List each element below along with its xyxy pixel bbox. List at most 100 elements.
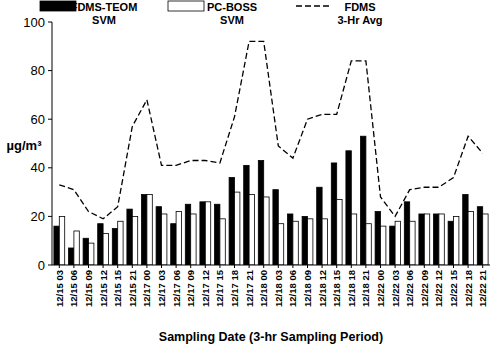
y-tick-label: 60	[31, 112, 45, 127]
x-tick-label: 12/15 21	[127, 269, 138, 307]
x-tick-label: 12/17 09	[185, 270, 196, 307]
x-tick	[438, 265, 439, 268]
x-tick-label: 12/22 15	[448, 269, 459, 307]
x-tick	[278, 265, 279, 268]
bar	[244, 165, 249, 265]
y-tick	[48, 265, 52, 266]
bar	[483, 214, 488, 265]
y-tick	[48, 119, 52, 120]
x-tick-label: 12/17 12	[200, 270, 211, 307]
x-tick	[380, 265, 381, 268]
bar	[235, 192, 240, 265]
bar	[185, 204, 190, 265]
bar	[147, 195, 152, 265]
x-tick	[59, 265, 60, 268]
x-tick	[351, 265, 352, 268]
x-tick	[395, 265, 396, 268]
x-tick-label: 12/22 12	[433, 270, 444, 307]
bar	[468, 212, 473, 265]
y-tick-label: 100	[23, 15, 45, 30]
x-tick	[263, 265, 264, 268]
bar	[351, 214, 356, 265]
bar	[419, 214, 424, 265]
bar	[293, 221, 298, 265]
x-tick-label: 12/17 21	[244, 269, 255, 307]
x-tick-label: 12/22 09	[419, 270, 430, 307]
bar	[69, 248, 74, 265]
x-tick-label: 12/18 15	[331, 269, 342, 307]
bar	[439, 214, 444, 265]
bar	[454, 216, 459, 265]
bar	[404, 202, 409, 265]
bar	[83, 238, 88, 265]
bar	[331, 163, 336, 265]
x-tick-label: 12/18 03	[273, 270, 284, 307]
x-tick-label: 12/17 03	[156, 270, 167, 307]
bar	[477, 207, 482, 265]
x-tick-label: 12/18 00	[258, 270, 269, 307]
bar	[118, 221, 123, 265]
y-tick	[48, 70, 52, 71]
bar	[229, 178, 234, 265]
x-tick	[73, 265, 74, 268]
bar	[410, 221, 415, 265]
line	[59, 41, 482, 218]
x-tick	[161, 265, 162, 268]
y-tick	[48, 167, 52, 168]
bar	[127, 209, 132, 265]
x-tick	[336, 265, 337, 268]
bar	[395, 221, 400, 265]
x-tick-label: 12/17 06	[171, 270, 182, 307]
x-tick	[117, 265, 118, 268]
bar	[288, 214, 293, 265]
x-tick	[103, 265, 104, 268]
x-tick	[424, 265, 425, 268]
bar	[308, 219, 313, 265]
x-axis-label: Sampling Date (3-hr Sampling Period)	[159, 330, 383, 344]
x-tick-label: 12/18 18	[346, 270, 357, 307]
bar	[278, 224, 283, 265]
x-tick	[292, 265, 293, 268]
bar	[302, 216, 307, 265]
legend-swatch	[296, 5, 332, 6]
x-tick	[176, 265, 177, 268]
bar	[176, 212, 181, 265]
bar	[346, 151, 351, 265]
x-tick	[322, 265, 323, 268]
legend-label: FDMS-TEOMSVM	[71, 1, 138, 26]
bar	[220, 219, 225, 265]
x-tick-label: 12/22 03	[390, 270, 401, 307]
x-tick-label: 12/22 21	[477, 269, 488, 307]
x-tick-label: 12/17 15	[214, 269, 225, 307]
x-tick-label: 12/18 12	[317, 270, 328, 307]
x-tick	[234, 265, 235, 268]
bar	[273, 190, 278, 265]
bar	[156, 207, 161, 265]
bar	[366, 224, 371, 265]
legend-entry: PC-BOSSSVM	[168, 1, 257, 26]
x-tick-label: 12/15 15	[112, 269, 123, 307]
x-tick-label: 12/18 06	[287, 270, 298, 307]
x-tick	[468, 265, 469, 268]
x-tick-label: 12/17 00	[141, 270, 152, 307]
y-tick-label: 40	[31, 160, 45, 175]
bar	[191, 214, 196, 265]
x-tick-label: 12/22 00	[375, 270, 386, 307]
y-axis-label: µg/m³	[7, 138, 43, 153]
x-tick	[190, 265, 191, 268]
bar	[317, 187, 322, 265]
x-tick	[409, 265, 410, 268]
legend-label: FDMS3-Hr Avg	[337, 1, 382, 26]
chart: 02040608010012/15 0312/15 0612/15 0912/1…	[0, 0, 500, 347]
bar	[434, 214, 439, 265]
x-tick-label: 12/18 09	[302, 270, 313, 307]
bar	[258, 161, 263, 265]
bar	[205, 202, 210, 265]
y-tick	[48, 216, 52, 217]
bar	[98, 224, 103, 265]
x-tick-label: 12/17 18	[229, 270, 240, 307]
x-tick-label: 12/15 06	[68, 270, 79, 307]
bar	[74, 231, 79, 265]
bar	[249, 195, 254, 265]
x-tick-label: 12/22 18	[463, 270, 474, 307]
